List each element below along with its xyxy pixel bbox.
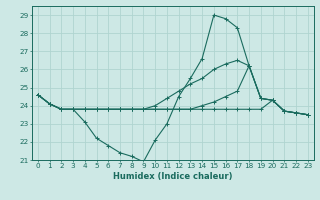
- X-axis label: Humidex (Indice chaleur): Humidex (Indice chaleur): [113, 172, 233, 181]
